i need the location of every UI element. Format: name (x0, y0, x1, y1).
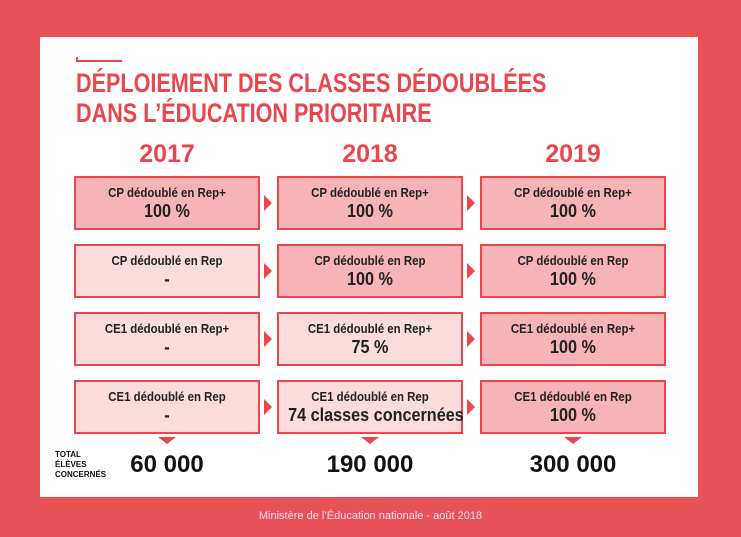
deployment-cell: CE1 dédoublé en Rep+ 75 % (277, 312, 463, 366)
arrow-down-icon (361, 437, 379, 444)
cell-value: 75 % (351, 337, 389, 357)
arrow-right-icon (467, 263, 475, 279)
deployment-cell: CE1 dédoublé en Rep+ 100 % (480, 312, 666, 366)
cell-value: 100 % (144, 201, 190, 221)
cell-value: 100 % (550, 405, 596, 425)
cell-label: CP dédoublé en Rep (314, 253, 426, 268)
cell-label: CP dédoublé en Rep (111, 253, 223, 268)
cell-label: CP dédoublé en Rep+ (514, 185, 632, 200)
deployment-cell: CP dédoublé en Rep - (74, 244, 260, 298)
arrow-right-icon (264, 399, 272, 415)
arrow-right-icon (467, 331, 475, 347)
deployment-cell: CE1 dédoublé en Rep 74 classes concernées (277, 380, 464, 434)
cell-label: CP dédoublé en Rep+ (311, 185, 429, 200)
deployment-cell: CP dédoublé en Rep 100 % (277, 244, 463, 298)
arrow-right-icon (467, 399, 475, 415)
deployment-cell: CP dédoublé en Rep+ 100 % (480, 176, 666, 230)
cell-value: 74 classes concernées (288, 405, 464, 425)
total-students: 190 000 (326, 451, 414, 478)
cell-value: - (164, 269, 170, 289)
cell-value: - (164, 337, 170, 357)
cell-label: CE1 dédoublé en Rep (108, 389, 226, 404)
cell-label: CE1 dédoublé en Rep (311, 389, 429, 404)
deployment-cell: CP dédoublé en Rep 100 % (480, 244, 666, 298)
cell-value: 100 % (550, 201, 596, 221)
arrow-right-icon (264, 195, 272, 211)
year-heading: 2017 (139, 140, 195, 168)
total-label-line: ÉLÈVES (55, 460, 87, 469)
cell-value: 100 % (347, 201, 393, 221)
year-heading: 2018 (342, 140, 398, 168)
deployment-cell: CE1 dédoublé en Rep - (74, 380, 260, 434)
title-line-1: DÉPLOIEMENT DES CLASSES DÉDOUBLÉES (76, 68, 547, 98)
footer-credit: Ministère de l’Éducation nationale - aoû… (258, 510, 483, 522)
total-label-line: CONCERNÉS (55, 470, 107, 479)
arrow-right-icon (264, 331, 272, 347)
total-students: 300 000 (529, 451, 617, 478)
year-heading: 2019 (545, 140, 601, 168)
decorative-bracket (76, 57, 122, 62)
cell-value: - (164, 405, 170, 425)
arrow-down-icon (158, 437, 176, 444)
deployment-cell: CE1 dédoublé en Rep 100 % (480, 380, 666, 434)
cell-value: 100 % (550, 269, 596, 289)
cell-label: CE1 dédoublé en Rep+ (104, 321, 230, 336)
cell-value: 100 % (550, 337, 596, 357)
total-students: 60 000 (130, 451, 204, 478)
cell-value: 100 % (347, 269, 393, 289)
cell-label: CP dédoublé en Rep+ (108, 185, 226, 200)
deployment-cell: CP dédoublé en Rep+ 100 % (277, 176, 463, 230)
total-label: TOTAL ÉLÈVES CONCERNÉS (55, 450, 106, 480)
deployment-cell: CE1 dédoublé en Rep+ - (74, 312, 260, 366)
title-line-2: DANS L’ÉDUCATION PRIORITAIRE (76, 98, 432, 128)
arrow-right-icon (264, 263, 272, 279)
deployment-cell: CP dédoublé en Rep+ 100 % (74, 176, 260, 230)
cell-label: CE1 dédoublé en Rep (514, 389, 632, 404)
cell-label: CE1 dédoublé en Rep+ (510, 321, 636, 336)
cell-label: CP dédoublé en Rep (517, 253, 629, 268)
cell-label: CE1 dédoublé en Rep+ (307, 321, 433, 336)
total-label-line: TOTAL (55, 450, 81, 459)
arrow-down-icon (564, 437, 582, 444)
arrow-right-icon (467, 195, 475, 211)
